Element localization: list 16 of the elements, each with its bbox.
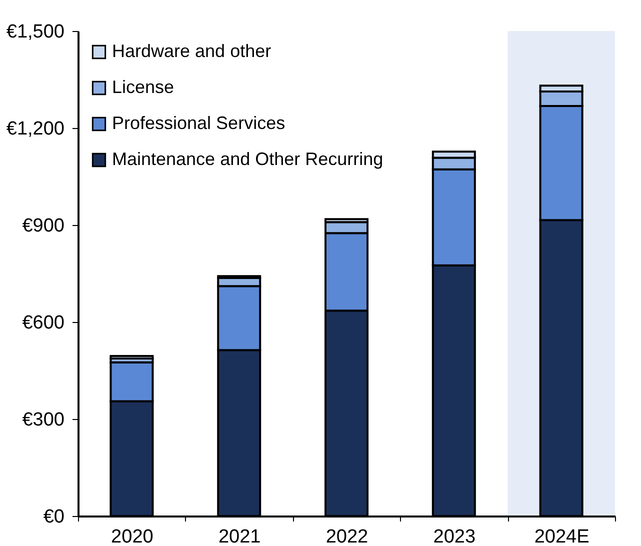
y-tick-label: €300 — [22, 410, 64, 430]
x-tick-label: 2024E — [534, 526, 590, 546]
y-tick-label: €1,200 — [6, 118, 64, 140]
x-tick-label: 2020 — [111, 526, 154, 546]
x-tick-label: 2023 — [433, 526, 476, 546]
x-tick-label: 2022 — [326, 526, 368, 546]
legend-label: Maintenance and Other Recurring — [112, 149, 384, 169]
x-tick-label: 2021 — [218, 526, 261, 546]
y-tick-label: €900 — [22, 216, 64, 236]
bar — [110, 354, 154, 360]
legend-label: Hardware and other — [112, 41, 272, 61]
legend-label: License — [112, 77, 174, 97]
legend-label: Professional Services — [112, 113, 286, 133]
y-tick-label: €1,500 — [6, 22, 64, 42]
y-tick-label: €600 — [22, 312, 64, 334]
y-tick-label: €0 — [43, 506, 64, 528]
